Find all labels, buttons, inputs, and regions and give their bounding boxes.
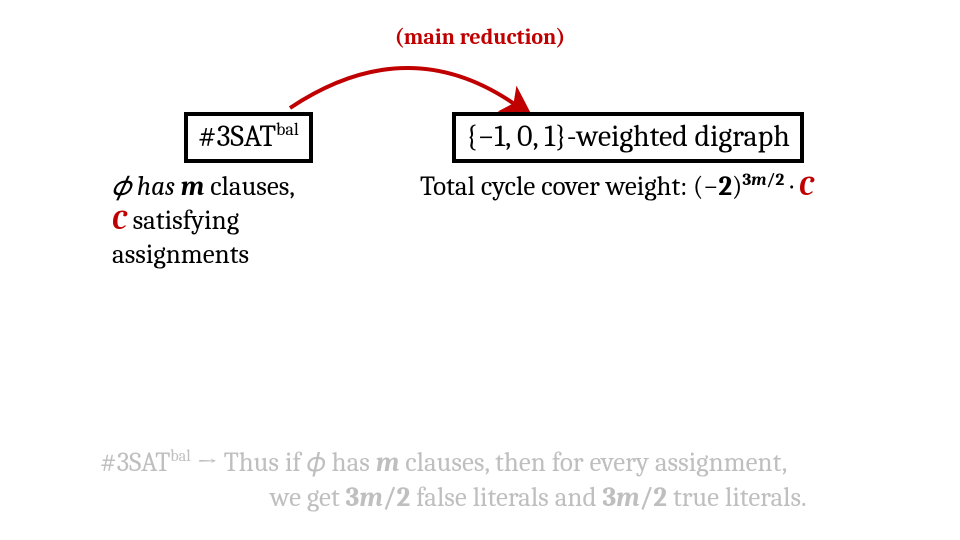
box-right-text: {−1, 0, 1}-weighted digraph: [466, 119, 790, 154]
bottom-line1a: Thus if 𝜙 has: [224, 447, 376, 478]
bottom-over2a: /2: [383, 482, 410, 513]
expo-over2: /2: [767, 170, 785, 190]
main-reduction-label: (main reduction): [0, 24, 960, 50]
var-m: m: [181, 171, 205, 202]
phi-clauses-text: 𝜙 has m clauses, C satisfying assignment…: [112, 170, 392, 271]
final-C: C: [799, 171, 814, 202]
box-left-prefix: #3SAT: [198, 119, 276, 154]
bottom-arrow: →: [191, 447, 224, 478]
bottom-3sat: #3SAT: [100, 447, 170, 478]
bottom-end: true literals.: [667, 482, 807, 513]
paren-close: ): [732, 171, 742, 202]
paren-open: (−: [693, 171, 718, 202]
box-left-sup: bal: [276, 119, 299, 140]
clauses-comma: clauses,: [204, 171, 295, 202]
box-3sat-bal: #3SATbal: [184, 112, 313, 163]
bottom-note: #3SATbal → Thus if 𝜙 has m clauses, then…: [100, 445, 920, 515]
expo-m: m: [751, 170, 766, 190]
box-weighted-digraph: {−1, 0, 1}-weighted digraph: [452, 112, 804, 163]
bottom-3a: 3: [346, 482, 360, 513]
bottom-m3: m: [616, 482, 640, 513]
bottom-3b: 3: [602, 482, 616, 513]
base-2: 2: [718, 171, 732, 202]
cycle-cover-weight-text: Total cycle cover weight: (−2)3m/2 · C: [420, 170, 940, 204]
phi-has: 𝜙 has: [112, 171, 181, 202]
cdot: ·: [784, 171, 799, 202]
bottom-m: m: [376, 447, 400, 478]
bottom-line1b: clauses, then for every assignment,: [399, 447, 787, 478]
bottom-over2b: /2: [640, 482, 667, 513]
var-C: C: [112, 205, 127, 236]
slide: (main reduction) #3SATbal {−1, 0, 1}-wei…: [0, 0, 960, 540]
bottom-bal: bal: [170, 447, 190, 466]
bottom-m2: m: [359, 482, 383, 513]
bottom-mid: false literals and: [410, 482, 602, 513]
satisfying: satisfying: [127, 205, 239, 236]
bottom-line2a: we get: [270, 482, 346, 513]
assignments: assignments: [112, 239, 249, 270]
tccw-pre: Total cycle cover weight:: [420, 171, 693, 202]
expo-3: 3: [742, 170, 751, 190]
